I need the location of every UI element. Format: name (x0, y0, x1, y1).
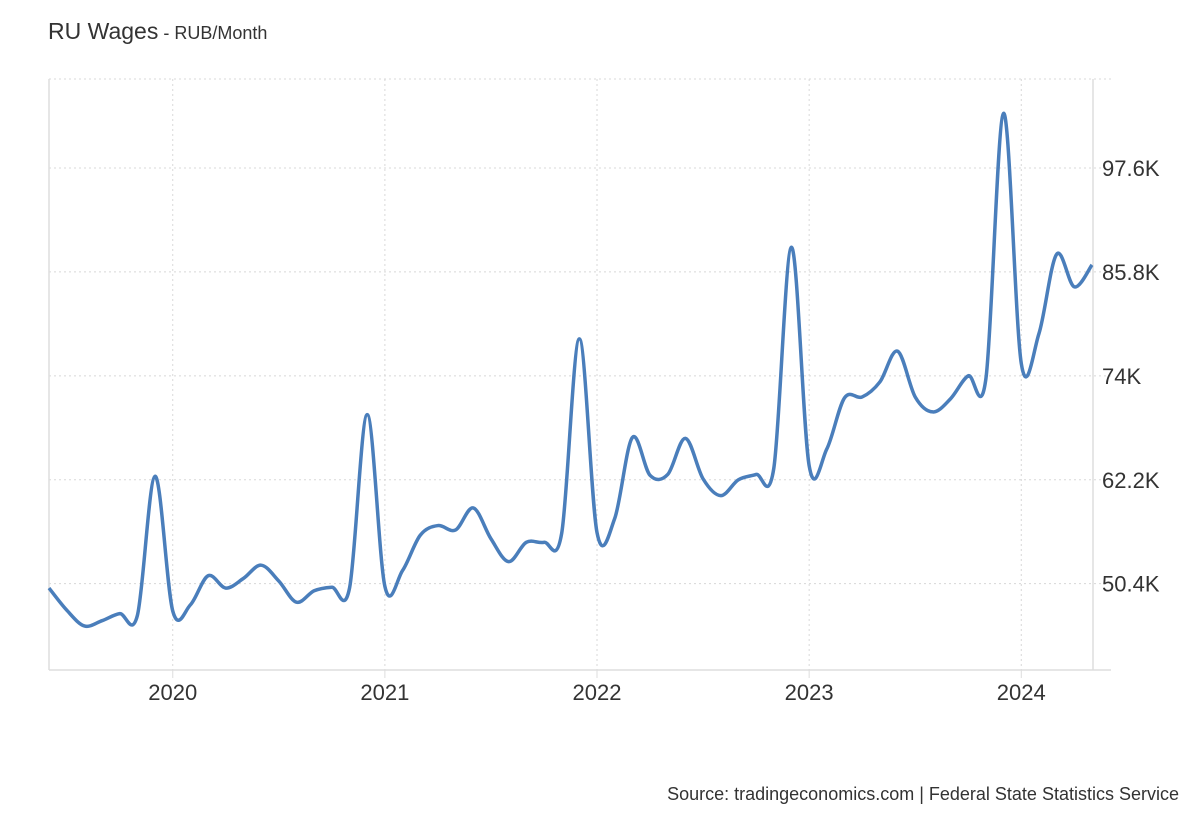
chart-title-main: RU Wages (48, 18, 159, 44)
x-tick-label: 2022 (573, 680, 622, 705)
x-tick-label: 2024 (997, 680, 1046, 705)
chart-subtitle: - RUB/Month (158, 23, 268, 43)
series-line (47, 111, 1094, 629)
x-tick-label: 2020 (148, 680, 197, 705)
source-note: Source: tradingeconomics.com | Federal S… (667, 784, 1179, 804)
y-tick-label: 97.6K (1102, 156, 1160, 181)
y-tick-label: 50.4K (1102, 572, 1160, 597)
y-tick-label: 62.2K (1102, 468, 1160, 493)
y-tick-label: 85.8K (1102, 260, 1160, 285)
x-tick-label: 2021 (360, 680, 409, 705)
x-tick-label: 2023 (785, 680, 834, 705)
chart-title: RU Wages - RUB/Month (48, 18, 267, 45)
chart-subtitle-text: RUB/Month (174, 23, 268, 43)
y-tick-label: 74K (1102, 364, 1141, 389)
